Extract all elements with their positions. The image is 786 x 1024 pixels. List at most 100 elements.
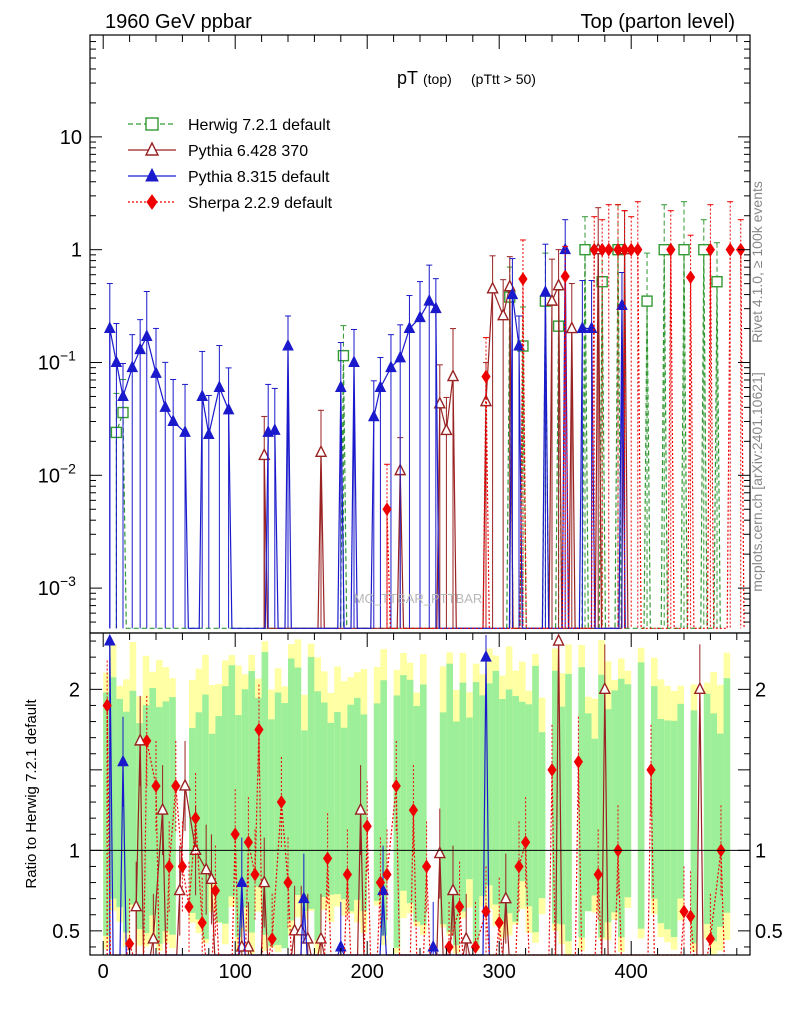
data-point [134, 342, 146, 355]
ratio-band-green [578, 667, 585, 938]
legend-label: Herwig 7.2.1 default [188, 117, 331, 134]
data-point [545, 293, 559, 306]
legend-label: Pythia 6.428 370 [188, 143, 308, 160]
ratio-data-point [177, 859, 188, 874]
data-point [559, 242, 572, 255]
ratio-band-green [314, 691, 321, 941]
data-point [282, 338, 294, 351]
ratio-data-point [142, 733, 152, 748]
data-point [382, 502, 392, 517]
ratio-band-green [129, 690, 137, 905]
data-point [150, 366, 162, 378]
ratio-data-point [460, 931, 473, 944]
ratio-band-green [268, 719, 275, 947]
ratio-data-point [454, 899, 465, 914]
series-pythia-6-428-370 [258, 207, 631, 629]
legend-item: Pythia 6.428 370 [128, 141, 308, 160]
ratio-y-tick-label-right: 2 [755, 679, 766, 701]
ratio-data-point [156, 802, 169, 815]
ratio-y-axis: 0.5 0.5 1 1 2 2 [52, 640, 783, 948]
ratio-band-green [717, 733, 724, 927]
ratio-band-green [525, 704, 533, 907]
ratio-band-green [657, 718, 665, 924]
ratio-band-green [123, 711, 130, 933]
ratio-data-point [446, 883, 460, 896]
ratio-band-green [565, 674, 572, 942]
ratio-data-point [481, 904, 491, 919]
data-point [385, 360, 397, 373]
series-sherpa-2-2-9-default [382, 201, 746, 629]
ratio-band-green [215, 716, 222, 923]
ratio-data-point [117, 754, 129, 767]
ratio-line [106, 705, 725, 956]
data-point [179, 425, 191, 437]
ratio-band-green [446, 663, 453, 932]
ratio-band-green [222, 686, 229, 924]
x-tick-label: 300 [483, 961, 516, 983]
plot-title-main: pT [397, 68, 418, 88]
data-point [479, 394, 493, 407]
data-point [641, 295, 653, 307]
ratio-data-point [685, 909, 696, 924]
ratio-data-point [151, 779, 161, 793]
data-point [486, 281, 499, 294]
ratio-data-point [593, 867, 603, 882]
ratio-band-green [189, 728, 196, 913]
ratio-data-point [314, 931, 328, 944]
data-point [314, 444, 328, 457]
ratio-data-point [197, 915, 207, 930]
data-point [337, 349, 350, 362]
ratio-data-point [102, 698, 112, 713]
ratio-band-green [156, 707, 163, 944]
ratio-data-point [103, 633, 116, 646]
ratio-band-green [288, 658, 295, 921]
legend: Herwig 7.2.1 default Pythia 6.428 370 Pyth… [128, 117, 333, 212]
ratio-band-green [248, 671, 255, 933]
data-point [213, 380, 226, 393]
ratio-band-green [294, 667, 302, 896]
data-point [626, 242, 636, 257]
data-point [222, 402, 235, 415]
ratio-band-green [486, 683, 493, 886]
data-point [604, 242, 614, 257]
ratio-band-green [327, 722, 335, 895]
ratio-data-point [470, 940, 481, 954]
ratio-data-point [408, 803, 419, 818]
ratio-panel-series [102, 633, 726, 956]
data-point [705, 242, 716, 257]
data-point [560, 269, 570, 284]
ratio-data-point [235, 875, 248, 888]
ratio-band-green [723, 678, 731, 913]
ratio-data-point [391, 779, 401, 793]
y-tick-label: 10 [60, 127, 82, 149]
data-point [403, 321, 416, 334]
ratio-data-point [147, 931, 160, 944]
ratio-band-green [453, 721, 460, 946]
ratio-band-green [492, 670, 500, 905]
ratio-data-point [267, 931, 277, 946]
ratio-band-green [670, 720, 678, 938]
series-line [115, 249, 721, 629]
ratio-data-point [178, 778, 192, 791]
data-point [589, 242, 599, 257]
ratio-data-point [301, 931, 314, 944]
legend-item: Pythia 8.315 default [128, 167, 330, 186]
legend-label: Pythia 8.315 default [188, 169, 330, 186]
data-point [196, 389, 209, 401]
ratio-data-point [322, 851, 333, 866]
ratio-data-point [362, 819, 372, 834]
data-point [513, 338, 525, 351]
ratio-data-point [679, 904, 689, 919]
data-point [423, 293, 436, 306]
mcplots-reference-label: mcplots.cern.ch [arXiv:2401.10621] [749, 372, 765, 591]
data-point [576, 321, 589, 334]
data-point [440, 422, 453, 436]
data-point [414, 310, 426, 323]
data-point [518, 272, 528, 286]
ratio-data-point [480, 650, 492, 662]
ratio-band-green [472, 682, 480, 947]
data-point [334, 380, 347, 393]
series-herwig-7-2-1-default [110, 201, 723, 629]
ratio-band-green [208, 733, 216, 885]
